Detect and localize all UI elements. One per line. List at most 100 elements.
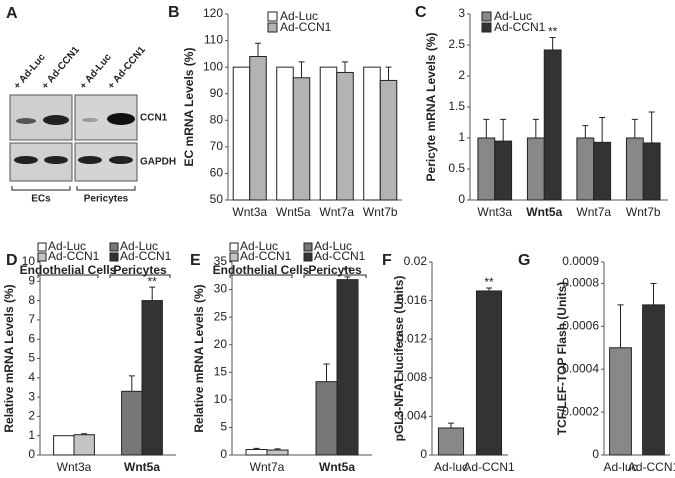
- y-axis-title: Relative mRNA Levels (%): [192, 284, 206, 432]
- y-tick-label: 6: [28, 331, 35, 345]
- group-bracket: [109, 274, 171, 278]
- error-bar: [342, 61, 349, 73]
- lane-label: + Ad-CCN1: [40, 44, 82, 91]
- y-tick-label: 4: [28, 370, 35, 384]
- y-tick-label: 0.0002: [562, 404, 599, 418]
- bar: [477, 137, 496, 201]
- x-tick-label: Wnt7b: [363, 205, 398, 219]
- x-tick-label: Wnt3a: [232, 205, 267, 219]
- bar: [121, 390, 143, 456]
- y-tick-label: 0.5: [448, 161, 465, 175]
- blot-band: [109, 156, 133, 164]
- legend-label: Ad-Luc: [280, 9, 318, 23]
- y-tick-label: 0.016: [397, 293, 427, 307]
- legend-swatch: [109, 242, 119, 252]
- bar: [141, 300, 163, 456]
- x-tick-label: Wnt3a: [57, 460, 92, 474]
- lane-label: + Ad-CCN1: [106, 44, 148, 91]
- bar: [609, 347, 632, 456]
- error-bar: [532, 118, 539, 138]
- error-bar: [486, 287, 492, 291]
- legend-label: Ad-CCN1: [314, 249, 366, 263]
- y-axis-title: pGL3-NFAT luciferase (Units): [392, 276, 406, 442]
- y-tick-label: 3: [28, 389, 35, 403]
- y-tick-label: 70: [210, 139, 224, 153]
- bar: [292, 77, 311, 201]
- legend-label: Ad-CCN1: [120, 249, 172, 263]
- group-bracket: [303, 274, 367, 278]
- x-tick-label: Wnt7b: [626, 205, 661, 219]
- group-bracket: [229, 274, 293, 278]
- error-bar: [617, 304, 624, 348]
- panel-letter: G: [518, 252, 530, 269]
- error-bar: [81, 433, 88, 435]
- legend-label: Ad-CCN1: [280, 20, 332, 34]
- y-tick-label: 50: [210, 192, 224, 206]
- error-bar: [385, 66, 392, 81]
- x-tick-label: Ad-CCN1: [628, 460, 675, 474]
- y-tick-label: 0.0008: [562, 276, 599, 290]
- legend-label: Ad-CCN1: [240, 249, 292, 263]
- legend-label: Ad-Luc: [48, 239, 86, 253]
- legend-label: Ad-Luc: [120, 239, 158, 253]
- y-tick-label: 1: [458, 130, 465, 144]
- legend-label: Ad-Luc: [240, 239, 278, 253]
- error-bar: [344, 276, 351, 280]
- error-bar: [274, 448, 281, 451]
- x-tick-label: Ad-CCN1: [463, 460, 515, 474]
- legend-label: Ad-Luc: [494, 9, 532, 23]
- legend-swatch: [229, 252, 239, 262]
- bar: [53, 435, 75, 456]
- x-tick-label: Wnt3a: [477, 205, 512, 219]
- panel-letter: C: [415, 4, 427, 21]
- y-tick-label: 9: [28, 273, 35, 287]
- legend-swatch: [37, 242, 47, 252]
- blot-band: [107, 113, 135, 125]
- blot-band: [43, 115, 69, 125]
- y-tick-label: 1: [28, 428, 35, 442]
- y-tick-label: 0.0009: [562, 254, 599, 268]
- band-label: GAPDH: [140, 157, 176, 168]
- y-tick-label: 120: [203, 6, 223, 20]
- error-bar: [648, 111, 655, 143]
- group-label: Endothelial Cells: [20, 263, 117, 277]
- legend-label: Ad-Luc: [314, 239, 352, 253]
- panel-letter: A: [6, 5, 18, 22]
- y-tick-label: 10: [22, 254, 36, 268]
- y-tick-label: 0.0006: [562, 319, 599, 333]
- bar: [336, 71, 354, 201]
- bar: [593, 141, 612, 201]
- x-tick-label: Ad-luc: [603, 460, 637, 474]
- legend-label: Ad-CCN1: [494, 20, 546, 34]
- significance-label: **: [343, 264, 353, 278]
- y-tick-label: 0: [28, 447, 35, 461]
- error-bar: [128, 375, 135, 392]
- x-tick-label: Ad-luc: [434, 460, 468, 474]
- y-tick-label: 5: [220, 420, 227, 434]
- y-tick-label: 0.004: [397, 409, 427, 423]
- bar: [642, 142, 661, 201]
- legend-swatch: [37, 252, 47, 262]
- panel-letter: F: [382, 252, 392, 269]
- bar: [73, 434, 95, 456]
- y-tick-label: 20: [214, 337, 228, 351]
- bar: [379, 79, 398, 201]
- y-tick-label: 0.008: [397, 370, 427, 384]
- bar: [249, 56, 267, 201]
- panel-letter: E: [190, 252, 201, 269]
- group-bracket: [37, 274, 99, 278]
- y-tick-label: 30: [214, 282, 228, 296]
- blot-band: [14, 156, 38, 164]
- cell-label: ECs: [31, 194, 51, 205]
- y-tick-label: 8: [28, 293, 35, 307]
- blot-panel: A + Ad-Luc + Ad-CCN1 + Ad-Luc + Ad-CCN1 …: [6, 5, 176, 204]
- bar: [336, 279, 359, 456]
- legend-swatch: [303, 252, 313, 262]
- bar: [276, 66, 294, 201]
- panel-letter: B: [168, 4, 180, 21]
- legend-swatch: [303, 242, 313, 252]
- bar: [625, 137, 644, 201]
- bar: [232, 66, 251, 201]
- blot-band: [16, 118, 36, 124]
- y-tick-label: 60: [210, 166, 224, 180]
